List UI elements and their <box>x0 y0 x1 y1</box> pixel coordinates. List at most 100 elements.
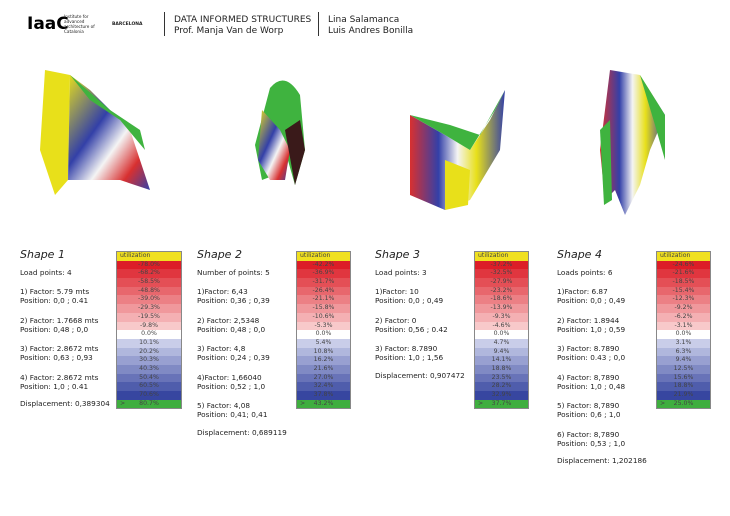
divider <box>164 12 165 36</box>
legend-row: 18.8% <box>657 382 710 391</box>
legend-row: -31.7% <box>297 278 350 287</box>
load-count: Loads points: 6 <box>557 268 613 277</box>
load-position: Position: 0,48 ; 0,0 <box>197 324 266 334</box>
legend-row: >80.7% <box>117 399 181 409</box>
legend-row: -21.1% <box>297 295 350 305</box>
load-factor: 6) Factor: 8,7890 <box>557 429 620 439</box>
legend-row: -58.5% <box>117 278 181 287</box>
legend-value: -15.4% <box>672 286 695 294</box>
legend-value: -21.6% <box>672 269 695 277</box>
legend-row: 32.4% <box>297 382 350 391</box>
legend-header: utilization <box>657 252 710 261</box>
logo: IaaC <box>27 14 69 34</box>
utilization-legend: utilization -78.0% -68.2% -58.5% -48.8% -39.0… <box>116 251 182 410</box>
legend-value: 18.8% <box>491 364 512 372</box>
legend-row: -15.4% <box>657 286 710 296</box>
load-factor: 1) Factor: 5.79 mts <box>20 287 90 296</box>
legend-row: 21.9% <box>657 391 710 400</box>
legend-value: -26.4% <box>312 286 335 294</box>
legend-row: 60.5% <box>117 382 181 391</box>
legend-row: -78.0% <box>117 260 181 270</box>
legend-value: -68.2% <box>138 269 160 277</box>
legend-row: 32.9% <box>475 391 528 400</box>
load-factor: 1)Factor: 10 <box>375 287 419 296</box>
displacement: Displacement: 0,689119 <box>197 427 287 437</box>
legend-row: -26.4% <box>297 286 350 296</box>
load-factor: 2) Factor: 0 <box>375 315 417 325</box>
load-position: Position: 0,63 ; 0,93 <box>20 353 93 362</box>
legend-row: 0.0% <box>117 330 181 339</box>
legend-value: 10.1% <box>139 338 159 346</box>
shape-4-render <box>600 70 665 215</box>
legend-over: > <box>478 399 484 407</box>
load-factor: 3) Factor: 4,8 <box>197 344 246 353</box>
legend-value: -4.6% <box>492 321 511 329</box>
legend-value: 12.5% <box>673 364 694 372</box>
legend-over: > <box>300 399 306 407</box>
legend-value: 10.8% <box>313 347 334 355</box>
legend-row: -68.2% <box>117 269 181 279</box>
legend-value: -9.3% <box>492 312 511 320</box>
legend-value: -31.7% <box>312 278 335 286</box>
load-factor: 3) Factor: 8.7890 <box>375 344 438 353</box>
legend-value: 9.4% <box>493 347 510 355</box>
legend-value: 70.6% <box>139 391 159 398</box>
load-position: Position: 0,24 ; 0,39 <box>197 353 270 362</box>
legend-value: -9.2% <box>674 304 693 312</box>
legend-row: -19.5% <box>117 312 181 322</box>
legend-value: -15.8% <box>312 304 335 312</box>
load-factor: 5) Factor: 4,08 <box>197 401 251 410</box>
legend-row: -10.6% <box>297 312 350 322</box>
legend-row: 23.5% <box>475 373 528 383</box>
load-position: Position: 0,0 ; 0,49 <box>375 296 444 305</box>
load-factor: 4) Factor: 8,7890 <box>557 372 620 382</box>
legend-value: 40.3% <box>139 364 159 372</box>
load-factor: 2) Factor: 1.8944 <box>557 315 620 325</box>
load-position: Position: 0,0 ; 0.41 <box>20 296 89 305</box>
legend-value: 6.3% <box>675 347 692 355</box>
legend-value: 43.2% <box>313 399 334 407</box>
author: Lina Salamanca <box>328 15 400 25</box>
legend-row: 9.4% <box>475 347 528 357</box>
shape-2-render <box>255 80 305 185</box>
legend-row: -29.3% <box>117 304 181 313</box>
legend-row: 30.3% <box>117 356 181 365</box>
legend-row: 70.6% <box>117 391 181 400</box>
legend-value: 50.4% <box>139 373 159 381</box>
legend-row: 20.2% <box>117 347 181 357</box>
legend-value: -18.6% <box>490 295 513 303</box>
legend-row: 18.8% <box>475 364 528 374</box>
legend-row: -9.8% <box>117 321 181 331</box>
utilization-legend: utilization -42.2% -36.9% -31.7% -26.4% -21.1… <box>296 251 351 410</box>
legend-row: 12.5% <box>657 364 710 374</box>
legend-row: 40.3% <box>117 364 181 374</box>
legend-row: -5.3% <box>297 321 350 331</box>
legend-row: -23.2% <box>475 286 528 296</box>
load-count: Load points: 3 <box>375 268 427 277</box>
utilization-legend: utilization -37.2% -32.5% -27.9% -23.2% -18.6… <box>474 251 529 410</box>
legend-row: 0.0% <box>475 330 528 339</box>
shape-title: Shape 1 <box>20 248 65 261</box>
institute: Institute for advanced architecture of C… <box>64 14 95 34</box>
legend-value: 16.2% <box>313 356 334 364</box>
legend-value: 0.0% <box>315 330 332 338</box>
legend-value: -29.3% <box>138 304 160 312</box>
legend-header: utilization <box>297 252 350 261</box>
legend-value: 32.9% <box>491 391 512 398</box>
legend-value: 27.0% <box>313 373 334 381</box>
load-position: Position: 0,36 ; 0,39 <box>197 296 270 305</box>
city: BARCELONA <box>112 22 143 27</box>
legend-value: -48.8% <box>138 286 160 294</box>
legend-value: 3.1% <box>675 338 692 346</box>
legend-value: 14.1% <box>491 356 512 364</box>
legend-row: -32.5% <box>475 269 528 279</box>
legend-row: -18.6% <box>475 295 528 305</box>
legend-value: 4.7% <box>493 338 510 346</box>
legend-row: 28.2% <box>475 382 528 391</box>
legend-value: -21.1% <box>312 295 335 303</box>
legend-value: 18.8% <box>673 382 694 390</box>
legend-row: 16.2% <box>297 356 350 365</box>
divider <box>318 12 319 36</box>
legend-value: -23.2% <box>490 286 513 294</box>
